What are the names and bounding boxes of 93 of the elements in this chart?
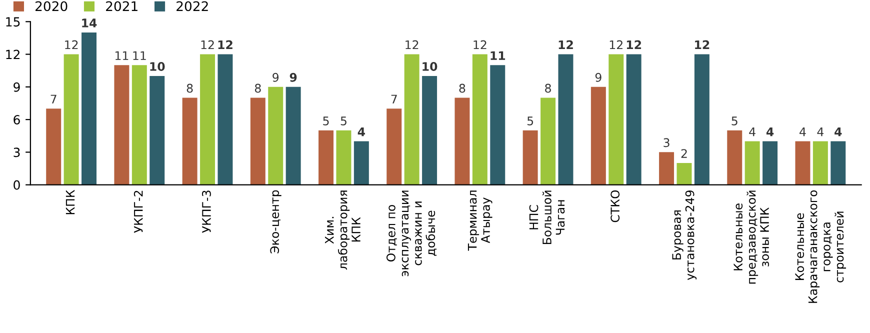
bar (795, 141, 810, 185)
bar (422, 76, 438, 185)
bar (336, 130, 352, 185)
bar (490, 65, 506, 185)
x-tick-label: УКПГ-2 (134, 190, 143, 233)
bar (454, 98, 470, 185)
bar (200, 54, 216, 185)
y-tick-label: 15 (6, 17, 20, 27)
data-label: 12 (558, 40, 573, 50)
bar (540, 98, 556, 185)
bar (626, 54, 642, 185)
data-label: 12 (406, 40, 418, 50)
bar (762, 141, 778, 185)
x-tick-label: Хим. лаборатория КПК (325, 190, 360, 270)
data-label: 4 (358, 127, 365, 136)
data-label: 8 (545, 84, 551, 93)
data-label: 5 (323, 116, 329, 126)
bar (354, 141, 369, 185)
legend-label: 2021 (106, 1, 138, 12)
data-label: 11 (490, 51, 506, 60)
x-tick-label: СТКО (610, 190, 620, 222)
x-tick-label: Котельные Карачаганакского городка строителей (795, 190, 846, 303)
bar (522, 130, 538, 185)
data-label: 7 (391, 94, 397, 104)
x-tick-label: НПС Большой Чаган (529, 190, 565, 244)
legend-label: 2020 (36, 1, 68, 12)
bar (558, 54, 574, 185)
y-tick-label: 3 (14, 148, 20, 158)
data-label: 4 (817, 127, 824, 136)
data-label: 12 (201, 40, 214, 50)
data-label: 9 (272, 72, 279, 82)
bar (744, 141, 760, 185)
data-label: 5 (527, 116, 534, 126)
data-label: 12 (695, 40, 710, 50)
data-label: 7 (50, 94, 56, 104)
bar (132, 65, 147, 185)
data-label: 2 (681, 149, 687, 158)
data-label: 8 (459, 84, 466, 93)
data-label: 14 (82, 18, 97, 28)
bar (82, 32, 97, 185)
bar (318, 130, 334, 185)
data-label: 9 (290, 72, 297, 82)
data-label: 8 (186, 84, 193, 93)
bar (114, 65, 130, 185)
data-label: 10 (150, 62, 165, 71)
y-tick-label: 9 (14, 82, 20, 92)
x-tick-label: УКПГ-3 (202, 190, 211, 233)
bar (46, 108, 62, 185)
bar (218, 54, 233, 185)
x-tick-label: Терминал Атырау (468, 190, 492, 251)
y-tick-label: 6 (14, 115, 20, 124)
bar (150, 76, 165, 185)
data-label: 12 (65, 40, 78, 50)
data-label: 12 (474, 40, 486, 50)
data-label: 5 (340, 116, 346, 126)
bar (404, 54, 420, 185)
data-label: 3 (664, 138, 670, 148)
x-tick-label: Буровая установка-249 (672, 190, 697, 280)
data-label: 4 (749, 127, 756, 136)
data-label: 9 (595, 72, 602, 82)
data-label: 5 (732, 116, 738, 126)
x-tick-label: Эко-центр (270, 190, 282, 254)
bar (608, 54, 624, 185)
x-tick-label: КПК (66, 190, 75, 214)
data-label: 11 (115, 51, 128, 60)
bar (268, 86, 284, 185)
legend-label: 2022 (176, 1, 208, 12)
bar (659, 152, 674, 185)
y-tick-label: 12 (6, 50, 20, 60)
data-label: 10 (422, 62, 438, 71)
data-label: 12 (610, 40, 622, 50)
data-label: 4 (800, 127, 806, 136)
y-tick-label: 0 (14, 180, 20, 190)
bar (727, 130, 742, 185)
data-label: 11 (133, 51, 146, 60)
data-label: 8 (254, 84, 261, 93)
bar (676, 163, 692, 185)
bar (250, 98, 266, 185)
x-tick-label: Отдел по эксплуатации скважин и добыче (386, 190, 437, 276)
data-label: 12 (218, 40, 232, 50)
bar (830, 141, 846, 185)
data-label: 4 (766, 127, 774, 136)
bar (694, 54, 710, 185)
bar (386, 108, 402, 185)
bar (182, 98, 198, 185)
bar (590, 86, 606, 185)
bar (64, 54, 79, 185)
bar (286, 86, 301, 185)
data-label: 4 (834, 127, 842, 136)
data-label: 12 (626, 40, 642, 50)
bar (812, 141, 828, 185)
x-tick-label: Котельные предзаводской зоны КПК (734, 190, 769, 284)
bar (472, 54, 488, 185)
